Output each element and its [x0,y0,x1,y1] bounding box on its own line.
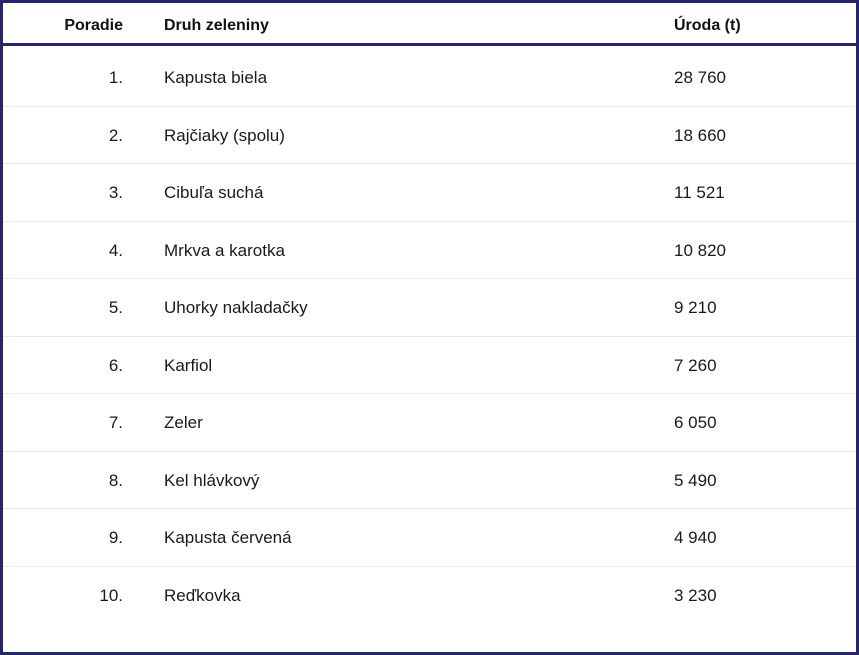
table-header: Poradie Druh zeleniny Úroda (t) [3,3,856,46]
rank-cell: 8. [108,470,123,490]
vegetable-cell: Kapusta biela [164,68,268,87]
yield-cell: 11 521 [674,183,725,202]
rank-cell: 4. [108,240,123,260]
vegetable-cell: Rajčiaky (spolu) [164,125,285,145]
table-row: 9. Kapusta červená 4 940 [3,509,856,567]
table-row: 5. Uhorky nakladačky 9 210 [3,279,856,337]
vegetable-cell: Zeler [164,413,203,432]
table-row: 6. Karfiol 7 260 [3,337,856,394]
yield-cell: 28 760 [674,68,726,87]
vegetable-cell: Mrkva a karotka [164,240,285,260]
table-row: 7. Zeler 6 050 [3,394,856,452]
rank-cell: 5. [108,298,123,317]
yield-cell: 6 050 [674,413,717,432]
rank-cell: 6. [108,355,123,375]
yield-cell: 9 210 [674,298,717,317]
column-header-rank[interactable]: Poradie [64,17,123,34]
yield-cell: 10 820 [674,240,726,260]
yield-cell: 7 260 [674,355,717,375]
column-header-yield[interactable]: Úroda (t) [674,17,741,34]
vegetable-cell: Reďkovka [164,585,241,605]
yield-cell: 18 660 [674,125,726,145]
table-row: 3. Cibuľa suchá 11 521 [3,164,856,222]
yield-cell: 3 230 [674,585,717,605]
rank-cell: 2. [108,125,123,145]
column-header-vegetable[interactable]: Druh zeleniny [164,17,269,34]
yield-cell: 4 940 [674,528,717,547]
vegetable-cell: Uhorky nakladačky [164,298,308,317]
vegetable-cell: Karfiol [164,355,213,375]
rank-cell: 1. [108,68,123,87]
rank-cell: 3. [108,183,123,202]
yield-cell: 5 490 [674,470,717,490]
vegetable-cell: Kapusta červená [164,528,292,547]
table-row: 10. Reďkovka 3 230 [3,567,856,625]
vegetable-cell: Cibuľa suchá [164,183,264,202]
table-row: 4. Mrkva a karotka 10 820 [3,222,856,279]
rank-cell: 10. [99,585,123,605]
table-body: 1. Kapusta biela 28 760 2. Rajčiaky (spo… [3,49,856,624]
rank-cell: 9. [108,528,123,547]
vegetable-cell: Kel hlávkový [164,470,260,490]
table-row: 1. Kapusta biela 28 760 [3,49,856,107]
table-row: 2. Rajčiaky (spolu) 18 660 [3,107,856,164]
table-row: 8. Kel hlávkový 5 490 [3,452,856,509]
rank-cell: 7. [108,413,123,432]
